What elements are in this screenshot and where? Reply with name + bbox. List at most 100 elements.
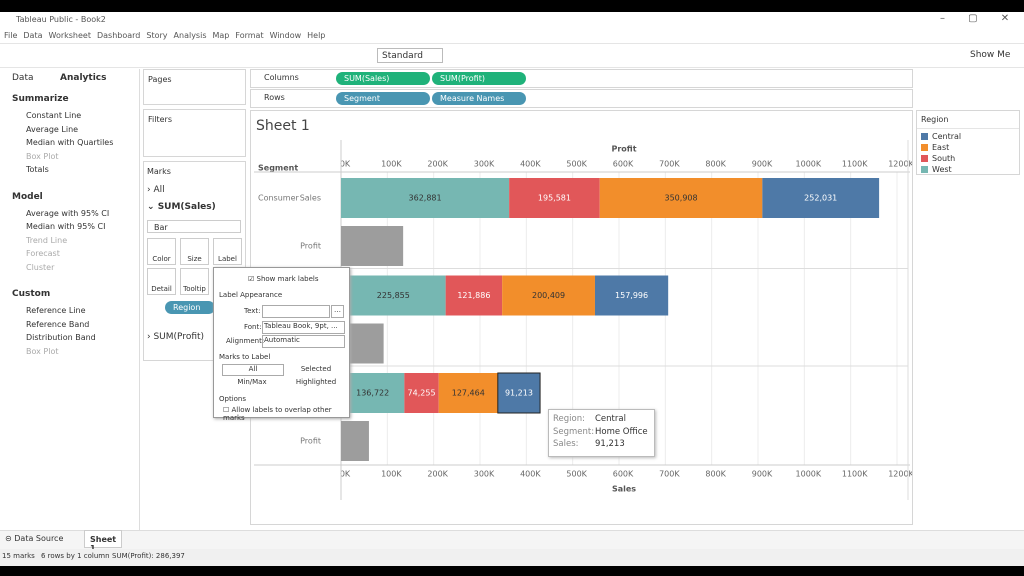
toolbar (0, 43, 1024, 68)
status-bar (0, 549, 1024, 566)
side-pane (0, 69, 140, 530)
bar-segment (599, 178, 763, 218)
analytics-item[interactable]: Box Plot (26, 151, 59, 161)
mark-button[interactable]: Size (180, 238, 209, 265)
mark-button[interactable]: Color (147, 238, 176, 265)
label: Show mark labels (256, 275, 319, 283)
tab[interactable]: Analytics (60, 73, 107, 83)
tooltip: Region: Central Segment: Home Office Sales: 9… (548, 409, 655, 457)
top-band (0, 0, 1024, 12)
legend-items: Central East South West (917, 129, 1019, 177)
legend-item: South (921, 153, 1015, 164)
menu-item[interactable]: Map (212, 31, 230, 40)
mark-type[interactable]: Bar (147, 220, 241, 233)
checkbox-row[interactable]: ☑ Show mark labels (248, 275, 319, 283)
bar-label: 127,464 (452, 389, 485, 398)
marks-all[interactable]: › All (147, 185, 165, 195)
mark-button[interactable]: Label (213, 238, 242, 265)
analytics-item[interactable]: Trend Line (26, 235, 68, 245)
bar-segment (762, 178, 880, 218)
window-controls[interactable]: – ▢ ✕ (940, 13, 1010, 24)
pages-card: Pages (143, 69, 246, 105)
analytics-item[interactable]: Reference Line (26, 306, 86, 315)
menu-item[interactable]: Help (307, 31, 326, 40)
text-field[interactable] (262, 305, 330, 318)
analytics-item[interactable]: Cluster (26, 262, 55, 272)
menu-item[interactable]: Data (23, 31, 43, 40)
region-pill[interactable]: Region (165, 301, 215, 314)
label: Alignment: (226, 337, 265, 345)
data-source-tab[interactable]: ⊝ Data Source (5, 534, 64, 543)
analytics-item[interactable]: Totals (26, 165, 49, 174)
menu-item[interactable]: Worksheet (48, 31, 91, 40)
choice[interactable]: Highlighted (295, 378, 337, 386)
alignment-dropdown[interactable]: Automatic (262, 335, 345, 348)
analytics-item[interactable]: Median with 95% CI (26, 222, 106, 231)
bar-segment (594, 275, 669, 316)
column-pill[interactable]: SUM(Profit) (432, 72, 526, 85)
x-tick-label: 1200K (888, 470, 912, 479)
bar-segment (341, 275, 446, 316)
sheet-tab[interactable]: Sheet 1 (84, 530, 122, 553)
analytics-item[interactable]: Average with 95% CI (26, 208, 110, 218)
menu-item[interactable]: Story (146, 31, 168, 40)
choice[interactable]: Selected (300, 365, 332, 373)
tooltip-label: Segment: (553, 426, 595, 437)
tooltip-label: Sales: (553, 439, 579, 449)
label: Data Source (14, 534, 64, 543)
tab[interactable]: Data (12, 73, 34, 83)
shelf-label: Columns (264, 73, 299, 82)
x-tick-label: 300K (474, 470, 495, 479)
x-tick-label: 1200K (888, 160, 912, 169)
analytics-item[interactable]: Reference Band (26, 319, 90, 329)
x-tick-label: 500K (566, 160, 587, 169)
checkbox-row[interactable]: ☐ Allow labels to overlap other marks (223, 406, 332, 422)
analytics-item[interactable]: Median with Quartiles (26, 138, 114, 147)
x-tick-label: 900K (752, 470, 773, 479)
x-tick-label: 200K (427, 470, 448, 479)
section-title: Options (219, 395, 247, 403)
row-pill[interactable]: Segment (336, 92, 430, 105)
fit-dropdown[interactable]: Standard (377, 48, 443, 63)
x-tick-label: 0K (340, 160, 351, 169)
tooltip-row: Segment: Home Office (553, 427, 650, 440)
analytics-item[interactable]: Box Plot (26, 346, 59, 356)
legend: Region Central East South West (916, 110, 1020, 175)
analytics-item[interactable]: Average Line (26, 124, 79, 134)
analytics-item[interactable]: Constant Line (26, 111, 82, 120)
marks-profit[interactable]: › SUM(Profit) (147, 332, 205, 342)
mark-button[interactable]: Tooltip (180, 268, 209, 295)
choice[interactable]: Min/Max (237, 378, 267, 386)
analytics-item[interactable]: Forecast (26, 249, 60, 258)
bar-segment (341, 178, 510, 218)
label: Text: (244, 307, 261, 315)
filters-card: Filters (143, 109, 246, 157)
analytics-item[interactable]: Distribution Band (26, 333, 96, 342)
choice[interactable]: All (222, 364, 284, 376)
menu-item[interactable]: File (4, 31, 18, 40)
show-me[interactable]: Show Me (970, 50, 1011, 60)
label-dialog: ☑ Show mark labels Label Appearance Text… (213, 267, 350, 422)
marks-sales[interactable]: ⌄ SUM(Sales) (147, 202, 216, 212)
bar-label: 350,908 (665, 194, 698, 203)
mark-button[interactable]: Detail (147, 268, 176, 295)
menu-item[interactable]: Window (269, 31, 302, 40)
bar-label: 91,213 (505, 389, 533, 398)
label: Font: (244, 323, 262, 331)
menu-item[interactable]: Format (235, 31, 264, 40)
x-tick-label: 300K (474, 160, 495, 169)
x-tick-label: 600K (613, 470, 634, 479)
menu-item[interactable]: Analysis (173, 31, 207, 40)
text-button[interactable]: … (331, 305, 344, 318)
bar-segment (509, 178, 600, 218)
x-tick-label: 700K (659, 470, 680, 479)
legend-swatch (921, 166, 928, 173)
label: All (153, 185, 165, 195)
row-pill[interactable]: Measure Names (432, 92, 526, 105)
column-pill[interactable]: SUM(Sales) (336, 72, 430, 85)
menu-item[interactable]: Dashboard (96, 31, 141, 40)
font-dropdown[interactable]: Tableau Book, 9pt, ... (262, 321, 345, 334)
card-title: Pages (148, 75, 172, 84)
x-tick-label: 100K (381, 160, 402, 169)
